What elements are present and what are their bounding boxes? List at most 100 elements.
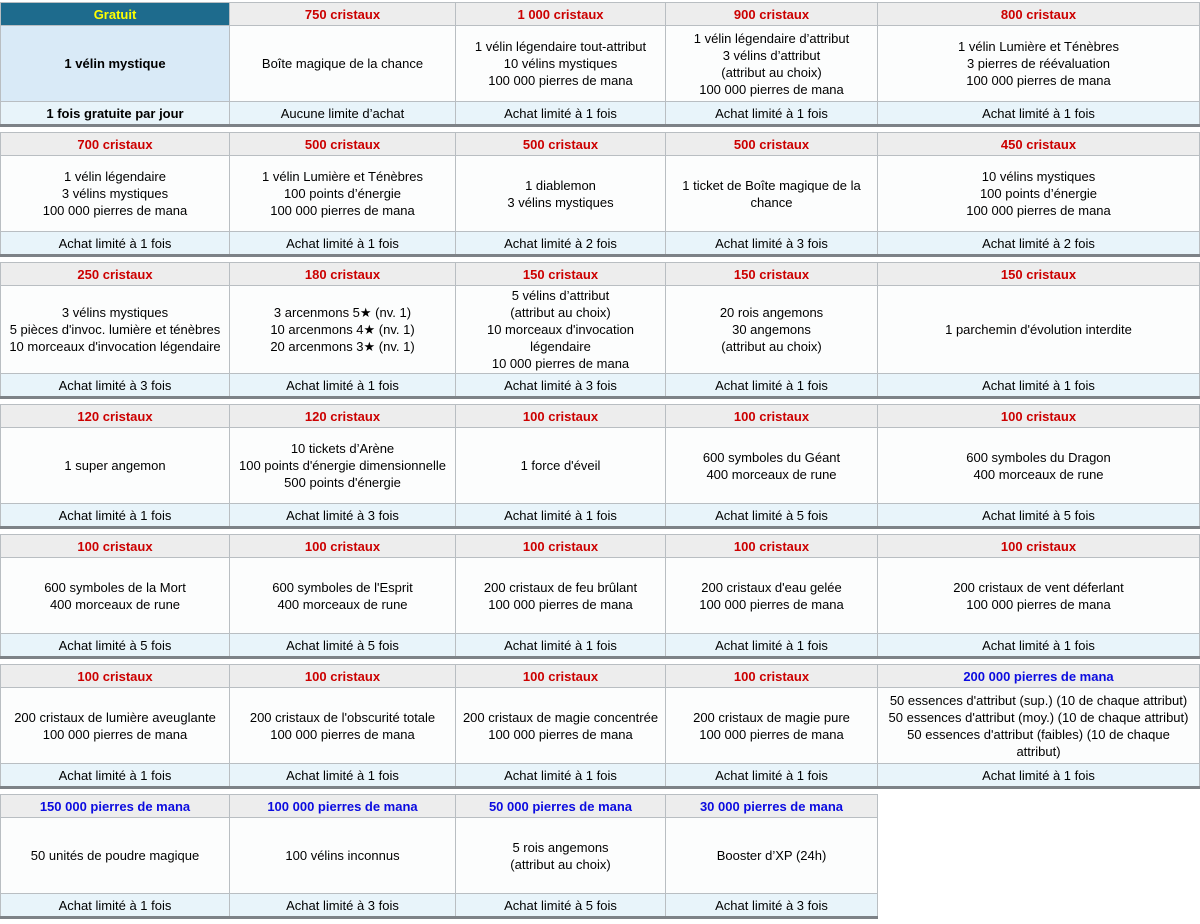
- price-header: 250 cristaux: [0, 262, 230, 286]
- pack-item: 5 pièces d'invoc. lumière et ténèbres: [9, 322, 221, 337]
- pack-contents: 1 super angemon: [0, 427, 230, 504]
- pack-item: 400 morceaux de rune: [277, 596, 408, 612]
- pack-item: 30 angemons: [732, 322, 811, 337]
- purchase-limit: Achat limité à 1 fois: [0, 503, 230, 528]
- pack-contents: 200 cristaux de vent déferlant 100 000 pi…: [877, 557, 1200, 634]
- price-header: 100 cristaux: [455, 664, 666, 688]
- pack-item: 400 morceaux de rune: [49, 596, 181, 612]
- price-header: 100 cristaux: [0, 664, 230, 688]
- purchase-limit: Achat limité à 2 fois: [877, 231, 1200, 256]
- purchase-limit: Achat limité à 3 fois: [229, 893, 456, 918]
- pack-contents: 20 rois angemons 30 angemons (attribut au …: [665, 285, 878, 374]
- pack-item: 50 essences d'attribut (moy.) (10 de cha…: [888, 709, 1189, 725]
- pack-item: 100 000 pierres de mana: [966, 596, 1111, 612]
- pack-item: (attribut au choix): [721, 64, 822, 80]
- purchase-limit: Achat limité à 1 fois: [455, 763, 666, 788]
- purchase-limit: Achat limité à 3 fois: [665, 231, 878, 256]
- price-header: 30 000 pierres de mana: [665, 794, 878, 818]
- pack-contents: 3 arcenmons 5★ (nv. 1) 10 arcenmons 4★ (n…: [229, 285, 456, 374]
- price-header: 500 cristaux: [665, 132, 878, 156]
- pack-item: 100 points d'énergie dimensionnelle: [238, 458, 447, 473]
- shop-table-3: 250 cristaux 180 cristaux 150 cristaux 150 …: [0, 262, 1200, 399]
- pack-contents: 200 cristaux d'eau gelée 100 000 pierres …: [665, 557, 878, 634]
- purchase-limit: Achat limité à 3 fois: [665, 893, 878, 918]
- price-header: 900 cristaux: [665, 2, 878, 26]
- pack-item: 10 tickets d’Arène: [290, 441, 395, 456]
- purchase-limit: Achat limité à 2 fois: [455, 231, 666, 256]
- pack-item: 100 000 pierres de mana: [699, 81, 844, 97]
- purchase-limit: Achat limité à 1 fois: [0, 231, 230, 256]
- pack-contents: 1 vélin Lumière et Ténèbres 3 pierres de …: [877, 25, 1200, 102]
- pack-contents: 1 vélin légendaire 3 vélins mystiques 100 …: [0, 155, 230, 232]
- purchase-limit: Achat limité à 1 fois: [0, 763, 230, 788]
- pack-item: (attribut au choix): [721, 339, 822, 354]
- pack-contents: 1 parchemin d'évolution interdite: [877, 285, 1200, 374]
- price-header: 450 cristaux: [877, 132, 1200, 156]
- pack-item: 500 points d'énergie: [284, 475, 401, 490]
- purchase-limit: Achat limité à 1 fois: [877, 763, 1200, 788]
- purchase-limit: Achat limité à 1 fois: [665, 373, 878, 398]
- purchase-limit: Achat limité à 5 fois: [665, 503, 878, 528]
- shop-table-5: 100 cristaux 100 cristaux 100 cristaux 100 …: [0, 534, 1200, 659]
- pack-item: 1 vélin Lumière et Ténèbres: [262, 169, 423, 184]
- price-header: 120 cristaux: [229, 404, 456, 428]
- pack-item: 20 arcenmons 3★ (nv. 1): [270, 339, 415, 354]
- pack-item: 600 symboles du Dragon: [966, 449, 1111, 465]
- pack-item: 1 vélin légendaire: [64, 169, 166, 184]
- pack-contents: 1 vélin mystique: [0, 25, 230, 102]
- pack-item: 600 symboles de l'Esprit: [272, 579, 413, 595]
- purchase-limit: Achat limité à 1 fois: [0, 893, 230, 918]
- pack-item: 3 vélins mystiques: [61, 305, 169, 320]
- pack-item: 100 000 pierres de mana: [488, 73, 633, 88]
- pack-item: 100 000 pierres de mana: [699, 596, 844, 612]
- price-header: 1 000 cristaux: [455, 2, 666, 26]
- price-header: 100 cristaux: [665, 664, 878, 688]
- price-header: 100 cristaux: [229, 534, 456, 558]
- pack-item: 400 morceaux de rune: [973, 466, 1104, 482]
- purchase-limit: Achat limité à 5 fois: [877, 503, 1200, 528]
- pack-item: 100 000 pierres de mana: [42, 203, 188, 218]
- price-header: 100 cristaux: [455, 404, 666, 428]
- pack-contents: 1 force d'éveil: [455, 427, 666, 504]
- pack-contents: Booster d’XP (24h): [665, 817, 878, 894]
- pack-contents: 600 symboles du Géant 400 morceaux de run…: [665, 427, 878, 504]
- price-header: 100 cristaux: [877, 534, 1200, 558]
- price-header: 100 cristaux: [665, 404, 878, 428]
- purchase-limit: Achat limité à 5 fois: [0, 633, 230, 658]
- price-header: 150 cristaux: [877, 262, 1200, 286]
- shop-table-1: Gratuit 750 cristaux 1 000 cristaux 900 cri…: [0, 2, 1200, 127]
- pack-item: 100 000 pierres de mana: [966, 203, 1111, 218]
- pack-item: 1 super angemon: [64, 458, 166, 473]
- pack-item: 50 unités de poudre magique: [30, 848, 200, 863]
- pack-contents: 600 symboles de la Mort 400 morceaux de r…: [0, 557, 230, 634]
- pack-item: 10 000 pierres de mana: [491, 356, 630, 371]
- price-header: 100 cristaux: [455, 534, 666, 558]
- pack-item: Booster d’XP (24h): [716, 848, 827, 863]
- price-header: 50 000 pierres de mana: [455, 794, 666, 818]
- pack-item: 100 000 pierres de mana: [270, 726, 415, 742]
- pack-item: 200 cristaux de lumière aveuglante: [14, 709, 216, 725]
- purchase-limit: Achat limité à 1 fois: [455, 633, 666, 658]
- pack-item: 200 cristaux de vent déferlant: [953, 579, 1124, 595]
- pack-item: 1 vélin légendaire d’attribut: [693, 30, 850, 46]
- pack-item: 20 rois angemons: [719, 305, 824, 320]
- pack-item: 1 vélin Lumière et Ténèbres: [958, 39, 1119, 54]
- pack-item: 50 essences d'attribut (sup.) (10 de cha…: [889, 692, 1188, 708]
- pack-contents: 200 cristaux de magie pure 100 000 pierre…: [665, 687, 878, 764]
- pack-contents: 1 vélin légendaire tout-attribut 10 vélin…: [455, 25, 666, 102]
- pack-item: 100 000 pierres de mana: [488, 596, 633, 612]
- price-header: 150 cristaux: [455, 262, 666, 286]
- price-header: 100 000 pierres de mana: [229, 794, 456, 818]
- price-header: 180 cristaux: [229, 262, 456, 286]
- pack-item: 1 parchemin d'évolution interdite: [945, 322, 1132, 337]
- price-header: 200 000 pierres de mana: [877, 664, 1200, 688]
- purchase-limit: Achat limité à 1 fois: [877, 101, 1200, 126]
- pack-item: 100 vélins inconnus: [285, 848, 400, 863]
- pack-contents: 200 cristaux de lumière aveuglante 100 00…: [0, 687, 230, 764]
- pack-contents: 10 tickets d’Arène 100 points d'énergie d…: [229, 427, 456, 504]
- pack-item: 100 000 pierres de mana: [42, 726, 188, 742]
- pack-item: 600 symboles de la Mort: [44, 579, 186, 595]
- shop-table-4: 120 cristaux 120 cristaux 100 cristaux 100 …: [0, 404, 1200, 529]
- pack-item: 100 000 pierres de mana: [699, 726, 844, 742]
- purchase-limit: Achat limité à 1 fois: [877, 373, 1200, 398]
